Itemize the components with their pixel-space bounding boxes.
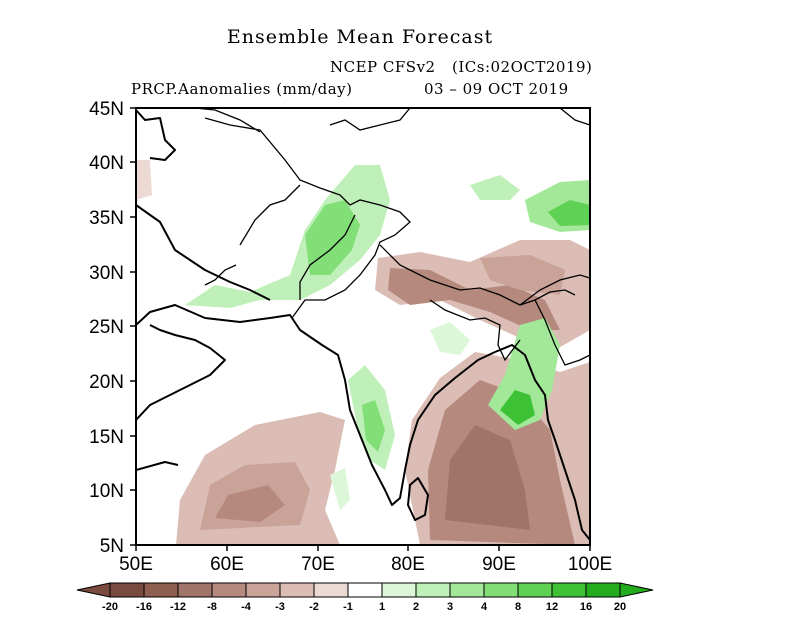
lat-label: 35N bbox=[89, 208, 124, 229]
colorbar-swatch bbox=[245, 582, 281, 598]
lat-label: 40N bbox=[89, 153, 124, 174]
caspian-coast bbox=[136, 109, 176, 161]
wet-anomaly-east-india bbox=[430, 322, 470, 355]
colorbar-label: -16 bbox=[136, 601, 152, 613]
period-label: 03 – 09 OCT 2019 bbox=[424, 80, 569, 98]
arabian-coast bbox=[136, 304, 496, 506]
wet-anomaly-western-ghats-core bbox=[362, 400, 385, 452]
lon-label: 80E bbox=[391, 554, 425, 575]
dry-anomaly-iran bbox=[136, 160, 152, 200]
colorbar-label: 1 bbox=[379, 601, 385, 613]
anomaly-field bbox=[136, 108, 590, 545]
lat-label: 25N bbox=[89, 317, 124, 338]
lon-label: 70E bbox=[301, 554, 335, 575]
colorbar-label: -20 bbox=[102, 601, 118, 613]
axis-ticks bbox=[130, 107, 591, 551]
lat-label: 10N bbox=[89, 481, 124, 502]
coastlines bbox=[136, 109, 590, 541]
wet-anomaly-tibet bbox=[470, 175, 520, 200]
latitude-labels: 45N 40N 35N 30N 25N 20N 15N 10N 5N bbox=[89, 99, 124, 557]
colorbar-swatch bbox=[177, 582, 213, 598]
wet-anomaly-pakistan-core bbox=[305, 200, 360, 275]
colorbar-swatch bbox=[551, 582, 587, 598]
arabia-coast bbox=[136, 324, 226, 421]
colorbar-label: -12 bbox=[170, 601, 186, 613]
wet-anomaly-srilanka bbox=[330, 468, 350, 510]
wet-anomaly-myanmar-core bbox=[500, 390, 535, 425]
dry-anomaly-himalaya bbox=[480, 255, 565, 295]
lon-label: 50E bbox=[119, 554, 153, 575]
africa-horn bbox=[136, 461, 179, 471]
colorbar-swatch bbox=[483, 582, 519, 598]
lat-label: 20N bbox=[89, 372, 124, 393]
variable-label: PRCP.Aanomalies (mm/day) bbox=[131, 80, 353, 98]
colorbar-swatch bbox=[211, 582, 247, 598]
colorbar-label: -2 bbox=[309, 601, 319, 613]
colorbar-label: 3 bbox=[447, 601, 453, 613]
lat-label: 15N bbox=[89, 427, 124, 448]
wet-anomaly-pakistan bbox=[185, 165, 390, 308]
colorbar-label: 16 bbox=[580, 601, 592, 613]
colorbar-swatch bbox=[449, 582, 485, 598]
wet-anomaly-yunnan-core bbox=[548, 200, 590, 226]
colorbar-label: 4 bbox=[481, 601, 488, 613]
colorbar-label: 12 bbox=[546, 601, 558, 613]
lon-label: 90E bbox=[482, 554, 516, 575]
dry-anomaly-bay-core-dark bbox=[445, 425, 530, 530]
colorbar-label: -4 bbox=[241, 601, 252, 613]
colorbar-swatch bbox=[143, 582, 179, 598]
lon-label: 60E bbox=[210, 554, 244, 575]
colorbar-label: -1 bbox=[343, 601, 353, 613]
colorbar-label: 8 bbox=[515, 601, 521, 613]
colorbar-swatch bbox=[109, 582, 145, 598]
dry-anomaly-arabian-core-dark bbox=[215, 485, 285, 522]
colorbar-swatch bbox=[313, 582, 349, 598]
ics-label: (ICs:02OCT2019) bbox=[452, 58, 593, 76]
lat-label: 30N bbox=[89, 263, 124, 284]
lat-label: 5N bbox=[100, 536, 124, 557]
map-title: Ensemble Mean Forecast bbox=[226, 26, 494, 48]
bay-east-coast bbox=[494, 344, 590, 541]
colorbar-swatch bbox=[517, 582, 553, 598]
colorbar: -20 -16 -12 -8 -4 -3 -2 -1 1 2 3 4 8 12 16 20 bbox=[76, 582, 654, 613]
lat-label: 45N bbox=[89, 99, 124, 120]
colorbar-label: -3 bbox=[275, 601, 285, 613]
colorbar-arrow-low bbox=[76, 582, 111, 598]
borders bbox=[194, 108, 590, 366]
srilanka bbox=[407, 477, 429, 521]
colorbar-label: -8 bbox=[207, 601, 217, 613]
colorbar-swatch bbox=[279, 582, 315, 598]
colorbar-swatch bbox=[585, 582, 621, 598]
model-label: NCEP CFSv2 bbox=[330, 58, 436, 76]
colorbar-swatch bbox=[381, 582, 417, 598]
colorbar-label: 2 bbox=[413, 601, 419, 613]
colorbar-label: 20 bbox=[614, 601, 626, 613]
lon-label: 100E bbox=[568, 554, 612, 575]
colorbar-arrow-high bbox=[619, 582, 654, 598]
colorbar-swatch bbox=[347, 582, 383, 598]
dry-anomaly-gangetic bbox=[388, 268, 560, 330]
longitude-labels: 50E 60E 70E 80E 90E 100E bbox=[119, 554, 612, 575]
colorbar-swatch bbox=[415, 582, 451, 598]
gulf-coast bbox=[136, 204, 271, 301]
